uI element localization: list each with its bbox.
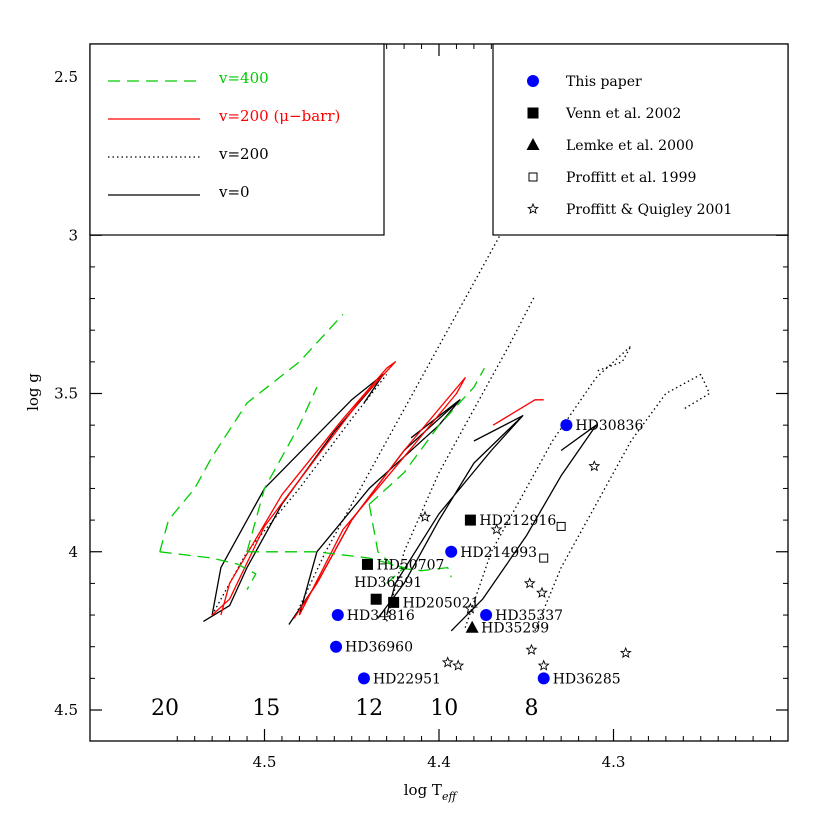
point-legend-marker-2 [526,138,540,150]
point-proffitt-quigley-2001 [525,643,538,655]
point-lemke-et-al-2000-hd35299 [465,620,479,633]
point-proffitt-quigley-2001 [537,659,550,671]
track-v-200-barr-12 [211,361,397,616]
point-proffitt-et-al-1999 [539,553,549,563]
x-tick-label: 4.4 [427,753,451,771]
point-venn-et-al-2002-hd36591 [370,593,382,605]
mass-label-20: 20 [151,696,179,721]
y-axis-label: log g [24,373,42,411]
track-v-200-8 [293,219,510,619]
mass-label-15: 15 [252,696,280,721]
track-v-400-20 [368,504,452,578]
track-v-0-6 [450,424,597,632]
point-this-paper-hd30836 [560,419,573,432]
data-points: HD30836 HD214993 HD35337 HD34816 HD36960 HD22… [330,418,643,687]
point-this-paper-hd34816 [331,609,344,622]
point-legend-label-1: Venn et al. 2002 [565,106,681,122]
track-v-200-barr-14 [492,399,544,426]
point-proffitt-quigley-2001 [419,510,431,522]
point-label-hd34816: HD34816 [347,608,415,624]
track-v-400-19 [368,367,485,505]
track-v-0-5 [473,415,524,442]
mass-label-8: 8 [524,696,538,721]
point-proffitt-quigley-2001 [536,586,548,598]
y-tick-label: 2.5 [54,68,78,86]
evolutionary-tracks [159,219,711,632]
point-proffitt-et-al-1999 [556,521,566,531]
point-proffitt-quigley-2001 [523,577,536,589]
point-legend-marker-1 [527,107,539,119]
point-this-paper-hd22951 [357,672,370,685]
x-axis-label: log Teff [404,781,459,803]
track-legend: v=400 v=200 (μ−barr) v=200 v=0 [89,43,385,236]
mass-label-12: 12 [355,696,383,721]
x-tick-label: 4.3 [602,753,626,771]
point-venn-et-al-2002-hd205021 [388,596,400,608]
point-legend-marker-0 [527,75,539,87]
point-proffitt-quigley-2001 [464,602,477,614]
track-legend-label-2: v=200 [218,145,269,163]
point-legend-marker-4 [527,202,539,214]
point-label-hd36591: HD36591 [354,575,422,591]
point-this-paper-hd36960 [330,640,343,653]
y-tick-label: 4 [68,543,78,561]
point-proffitt-quigley-2001 [619,646,632,659]
x-tick-label: 4.5 [253,753,277,771]
y-tick-label: 4.5 [54,701,78,719]
point-proffitt-quigley-2001 [441,656,454,668]
track-legend-label-1: v=200 (μ−barr) [218,107,340,125]
point-label-hd50707: HD50707 [376,557,444,573]
point-label-hd36960: HD36960 [345,640,413,656]
point-legend-label-3: Proffitt et al. 1999 [566,170,696,186]
track-v-400-16 [159,551,257,591]
track-v-400-15 [159,313,344,552]
point-venn-et-al-2002-hd212916 [464,514,476,526]
point-legend-box [492,43,789,236]
point-label-hd22951: HD22951 [373,671,441,687]
track-v-200-11 [534,373,711,632]
point-proffitt-quigley-2001 [490,523,503,535]
track-v-200-10 [464,345,632,628]
point-legend-label-0: This paper [566,74,642,90]
point-label-hd35299: HD35299 [481,621,549,637]
track-v-200-barr-13 [293,377,466,619]
point-legend-label-4: Proffitt & Quigley 2001 [566,202,732,218]
mass-labels: 20 15 12 10 8 [151,696,538,721]
track-legend-label-0: v=400 [218,69,269,87]
point-legend-marker-3 [528,172,538,182]
mass-label-10: 10 [430,696,458,721]
point-label-hd205021: HD205021 [403,595,480,611]
track-v-400-18 [246,386,318,552]
point-proffitt-quigley-2001 [452,659,465,671]
point-label-hd35337: HD35337 [495,608,563,624]
point-venn-et-al-2002-hd50707 [361,558,373,570]
y-tick-label: 3 [68,226,78,244]
point-this-paper-hd36285 [537,672,550,685]
y-tick-label: 3.5 [54,385,78,403]
point-proffitt-quigley-2001 [588,460,601,472]
point-label-hd36285: HD36285 [553,671,621,687]
track-legend-label-3: v=0 [218,183,250,201]
point-label-hd30836: HD30836 [575,418,643,434]
point-this-paper-hd214993 [445,545,458,558]
track-v-200-9 [386,295,536,622]
point-legend: This paper Venn et al. 2002 Lemke et al. 2… [492,43,789,236]
point-legend-label-2: Lemke et al. 2000 [566,138,694,154]
point-this-paper-hd35337 [480,609,493,622]
point-label-hd212916: HD212916 [479,513,556,529]
track-v-400-17 [247,551,405,584]
axis-ticks: 4.5 4.4 4.3 2.5 3 3.5 4 4.5 [54,44,789,771]
point-label-hd214993: HD214993 [460,545,537,561]
track-legend-box [89,43,385,236]
